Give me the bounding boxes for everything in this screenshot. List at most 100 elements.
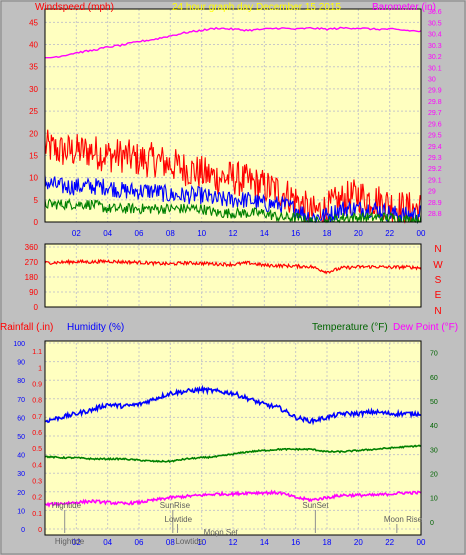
compass-label-n: N [434,306,441,317]
humidity-axis-label: Humidity (%) [67,322,124,333]
temp-x-tick-label: 18 [323,538,332,547]
rain-y-tick-label: 0.5 [32,446,42,453]
series-wind_avg [44,175,422,224]
baro-y-tick-label: 29.4 [428,144,442,151]
wind-y-tick-label: 0 [34,218,39,227]
humidity-y-tick-label: 20 [17,490,25,497]
temp-x-tick-label: 02 [72,538,81,547]
rain-y-tick-label: 0.8 [32,398,42,405]
humidity-y-tick-label: 60 [17,415,25,422]
wind-x-tick-label: 20 [354,229,363,238]
baro-y-tick-label: 30.4 [428,32,442,39]
chart-title: 24 hour graph day December 15 2015 [172,2,341,13]
humidity-y-tick-label: 80 [17,378,25,385]
wind-y-tick-label: 15 [29,151,38,160]
rain-y-tick-label: 0.2 [32,495,42,502]
wind-x-tick-label: 04 [103,229,112,238]
rain-y-tick-label: 0.3 [32,478,42,485]
series-gust [44,129,422,224]
temp-x-tick-label: 10 [197,538,206,547]
event-annotation: SunSet [302,501,329,510]
humidity-y-tick-label: 100 [13,341,25,348]
temp-x-tick-label: 22 [385,538,394,547]
wind-x-tick-label: 08 [166,229,175,238]
temp-y-tick-label: 40 [430,423,438,430]
temp-x-tick-label: 00 [417,538,426,547]
temp-x-tick-label: 04 [103,538,112,547]
windspeed-axis-label: Windspeed (mph) [35,2,114,13]
wind-plot-border [44,8,422,223]
humidity-y-tick-label: 90 [17,360,25,367]
wind-y-tick-label: 35 [29,63,38,72]
humidity-y-tick-label: 40 [17,453,25,460]
wind-y-tick-label: 5 [34,196,39,205]
compass-label-w: W [433,260,443,271]
direction-plot-border [44,243,422,308]
event-annotation: Moon Set [204,528,239,537]
temp-x-tick-label: 08 [166,538,175,547]
series-barometer [45,26,422,59]
temp-y-tick-label: 70 [430,351,438,358]
baro-y-tick-label: 29.3 [428,155,442,162]
wind-y-tick-label: 30 [29,85,38,94]
series-dewpoint [44,489,422,508]
temp-x-tick-label: 12 [229,538,238,547]
wind-y-tick-label: 20 [29,129,38,138]
humidity-y-tick-label: 10 [17,508,25,515]
rainfall-axis-label: Rainfall (.in) [0,322,53,333]
rain-y-tick-label: 0.9 [32,381,42,388]
baro-y-tick-label: 29.1 [428,177,442,184]
temp-plot-area [45,341,421,535]
rain-y-tick-label: 0.1 [32,511,42,518]
direction-y-tick-label: 90 [29,288,38,297]
series-wind_min [44,197,422,225]
baro-y-tick-label: 29.6 [428,121,442,128]
temp-y-tick-label: 10 [430,496,438,503]
wind-x-tick-label: 02 [72,229,81,238]
temp-x-tick-label: 16 [291,538,300,547]
humidity-y-tick-label: 30 [17,471,25,478]
temp-x-tick-label: 20 [354,538,363,547]
event-annotation: Hightide [52,501,82,510]
dewpoint-axis-label: Dew Point (°F) [393,322,458,333]
temp-y-tick-label: 20 [430,471,438,478]
wind-x-tick-label: 22 [385,229,394,238]
wind-x-tick-label: 06 [135,229,144,238]
baro-y-tick-label: 30.3 [428,43,442,50]
rain-y-tick-label: 0 [38,527,42,534]
series-temperature [44,444,422,463]
rain-y-tick-label: 1.1 [32,349,42,356]
baro-y-tick-label: 29.8 [428,99,442,106]
humidity-y-tick-label: 0 [21,527,25,534]
baro-y-tick-label: 30.6 [428,9,442,16]
rain-y-tick-label: 0.6 [32,430,42,437]
temp-y-tick-label: 30 [430,447,438,454]
temperature-axis-label: Temperature (°F) [312,322,388,333]
wind-y-tick-label: 45 [29,18,38,27]
direction-y-tick-label: 180 [25,273,39,282]
wind-x-tick-label: 14 [260,229,269,238]
temp-y-tick-label: 50 [430,399,438,406]
event-annotation: Moon Rise [384,515,423,524]
direction-y-tick-label: 270 [25,258,39,267]
baro-y-tick-label: 28.8 [428,211,442,218]
temp-plot-border [44,340,422,536]
event-annotation: Lowtide [175,537,203,546]
direction-y-tick-label: 360 [25,243,39,252]
temp-x-tick-label: 06 [135,538,144,547]
temp-y-tick-label: 60 [430,375,438,382]
wind-y-tick-label: 40 [29,41,38,50]
wind-x-tick-label: 12 [229,229,238,238]
baro-y-tick-label: 29 [428,189,436,196]
baro-y-tick-label: 29.2 [428,166,442,173]
event-annotation: Hightide [55,537,85,546]
compass-label-n: N [434,244,441,255]
event-annotation: Lowtide [165,515,193,524]
temp-x-tick-label: 14 [260,538,269,547]
barometer-axis-label: Barometer (in) [372,2,436,13]
compass-label-s: S [435,275,442,286]
baro-y-tick-label: 30.2 [428,54,442,61]
humidity-y-tick-label: 70 [17,397,25,404]
